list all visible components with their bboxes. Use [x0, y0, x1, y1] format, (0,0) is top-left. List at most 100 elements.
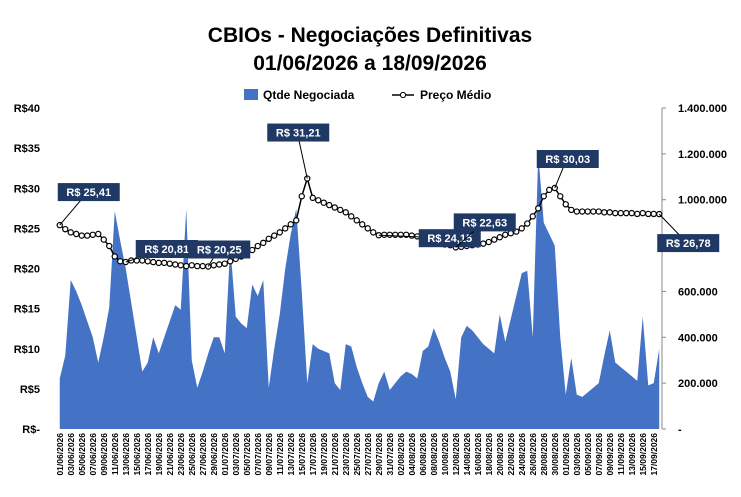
- marker: [276, 229, 283, 236]
- marker: [342, 209, 349, 216]
- y2-tick-label: 200.000: [678, 378, 718, 390]
- marker: [265, 235, 272, 243]
- x-tick-label: 21/06/2026: [165, 433, 175, 476]
- x-tick-label: 13/07/2026: [286, 433, 296, 476]
- data-label: R$ 22,63: [462, 217, 507, 229]
- x-tick-label: 27/07/2026: [363, 433, 373, 476]
- marker: [370, 229, 377, 236]
- x-tick-label: 13/09/2026: [627, 433, 637, 476]
- marker: [221, 260, 228, 267]
- x-tick-label: 15/06/2026: [132, 433, 142, 476]
- label-box: [188, 240, 251, 259]
- marker: [485, 238, 492, 246]
- marker: [254, 242, 261, 250]
- x-tick-label: 13/06/2026: [121, 433, 131, 476]
- x-tick-label: 14/08/2026: [462, 433, 472, 476]
- marker: [348, 213, 355, 220]
- x-tick-label: 05/09/2026: [583, 433, 593, 476]
- marker: [199, 262, 206, 270]
- x-tick-label: 01/07/2026: [220, 433, 230, 476]
- data-label: R$ 31,21: [276, 128, 321, 140]
- marker: [331, 204, 338, 211]
- marker: [298, 193, 305, 200]
- marker: [573, 208, 580, 215]
- x-tick-label: 02/08/2026: [396, 433, 406, 476]
- x-tick-label: 24/08/2026: [517, 433, 527, 476]
- marker: [326, 201, 333, 209]
- marker: [188, 262, 195, 269]
- marker: [359, 221, 366, 228]
- marker: [540, 193, 547, 200]
- data-label: R$ 30,03: [545, 154, 590, 166]
- data-label: R$ 25,41: [66, 187, 111, 199]
- y2-tick-label: 1.000.000: [678, 195, 727, 207]
- marker: [579, 208, 586, 215]
- marker: [84, 232, 91, 239]
- marker: [210, 262, 217, 269]
- label-box: [657, 234, 720, 253]
- y2-tick-label: 400.000: [678, 332, 718, 344]
- label-box: [453, 213, 516, 232]
- y-tick-label: R$35: [14, 143, 40, 155]
- x-tick-label: 05/06/2026: [77, 433, 87, 476]
- x-tick-label: 07/09/2026: [594, 433, 604, 476]
- marker: [562, 201, 569, 208]
- x-tick-label: 03/07/2026: [231, 433, 241, 476]
- marker: [249, 246, 256, 254]
- chart-title: CBIOs - Negociações Definitivas: [208, 24, 532, 47]
- y-tick-label: R$15: [14, 304, 40, 316]
- area: [59, 153, 660, 429]
- data-label: R$ 20,25: [197, 244, 242, 256]
- marker: [634, 210, 641, 218]
- marker: [408, 232, 415, 239]
- x-tick-label: 05/07/2026: [242, 433, 252, 476]
- x-tick-label: 21/07/2026: [330, 433, 340, 476]
- marker: [95, 230, 102, 238]
- marker: [491, 236, 498, 243]
- chart-title: 01/06/2026 a 18/09/2026: [253, 52, 487, 75]
- marker: [282, 225, 289, 232]
- y-tick-label: R$40: [14, 103, 40, 115]
- y-tick-label: R$10: [14, 344, 40, 356]
- label-box: [135, 239, 198, 258]
- marker: [480, 240, 487, 247]
- x-tick-label: 19/06/2026: [154, 433, 164, 476]
- y-tick-label: R$25: [14, 223, 40, 235]
- marker: [392, 231, 399, 238]
- x-tick-label: 18/08/2026: [484, 433, 494, 476]
- marker: [617, 209, 624, 217]
- x-tick-label: 04/08/2026: [407, 433, 417, 476]
- marker: [628, 209, 635, 217]
- legend-swatch: [244, 89, 258, 100]
- marker: [524, 220, 531, 227]
- marker: [546, 186, 553, 194]
- marker: [150, 258, 157, 266]
- x-tick-label: 07/07/2026: [253, 433, 263, 476]
- marker: [166, 260, 173, 267]
- marker: [194, 262, 201, 270]
- y-tick-label: R$5: [20, 384, 40, 396]
- x-tick-label: 11/09/2026: [616, 433, 626, 475]
- x-tick-label: 06/08/2026: [418, 433, 428, 476]
- x-tick-label: 31/07/2026: [385, 433, 395, 476]
- x-tick-label: 03/09/2026: [572, 433, 582, 476]
- marker: [386, 231, 393, 238]
- x-tick-label: 09/07/2026: [264, 433, 274, 476]
- x-tick-label: 15/09/2026: [638, 433, 648, 476]
- marker: [117, 258, 124, 265]
- marker: [650, 210, 657, 218]
- data-label: R$ 26,78: [666, 238, 711, 250]
- x-tick-label: 03/06/2026: [66, 433, 76, 476]
- marker: [612, 209, 619, 217]
- marker: [260, 239, 267, 247]
- y-tick-label: R$30: [14, 183, 40, 195]
- y-tick-label: R$-: [22, 424, 40, 436]
- legend-label: Preço Médio: [420, 88, 491, 102]
- x-tick-label: 08/08/2026: [429, 433, 439, 476]
- marker: [155, 259, 162, 267]
- x-tick-label: 01/09/2026: [561, 433, 571, 476]
- y2-tick-label: 1.400.000: [678, 103, 727, 115]
- marker: [183, 262, 190, 270]
- marker: [216, 261, 223, 268]
